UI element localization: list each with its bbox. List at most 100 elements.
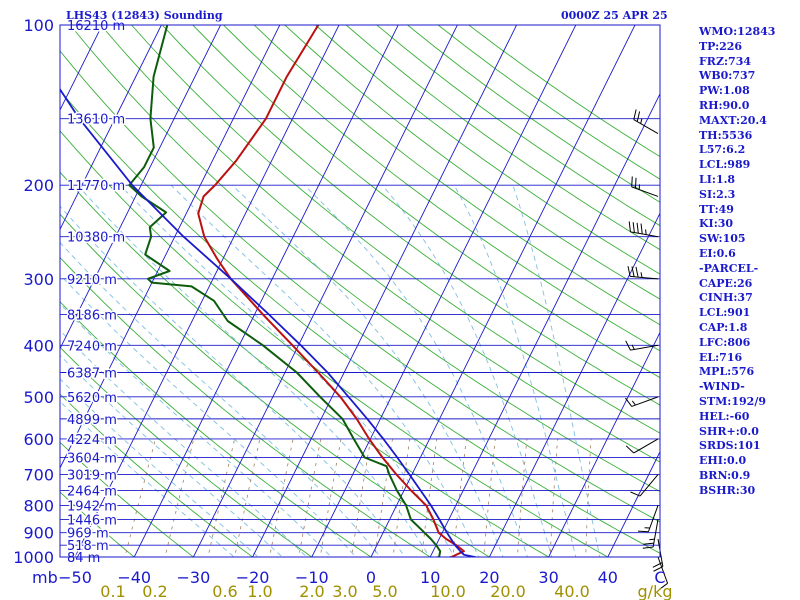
temperature-tick-label: −20 [236, 568, 270, 587]
station-title: LHS43 (12843) Sounding [66, 9, 223, 22]
dry-adiabat [345, 25, 660, 251]
barb-flag [632, 222, 635, 233]
mixing-ratio-line [392, 438, 411, 557]
dry-adiabat [161, 25, 660, 406]
barb-flag [642, 546, 654, 549]
mixing-ratio-label: 40.0 [554, 582, 590, 600]
moist-adiabat [60, 303, 332, 557]
index-item: L57:6.2 [699, 143, 746, 157]
dry-adiabat [253, 25, 660, 326]
mixing-ratio-line [207, 438, 235, 557]
isotherm [311, 25, 577, 557]
dry-adiabat [100, 25, 660, 463]
dry-adiabat [223, 25, 660, 352]
pressure-tick-label: 200 [23, 176, 54, 195]
wind-barb [637, 505, 659, 533]
index-item: LCL:901 [699, 306, 751, 320]
barb-staff [630, 275, 659, 280]
index-item: LI:1.8 [699, 172, 736, 186]
mixing-ratio-line [234, 438, 261, 557]
mixing-ratio-label: 3.0 [332, 582, 357, 600]
pressure-tick-label: 100 [23, 16, 54, 35]
sounding-time: 0000Z 25 APR 25 [561, 9, 668, 22]
isotherm [488, 212, 660, 557]
index-item: RH:90.0 [699, 98, 750, 112]
barb-half-flag [640, 272, 643, 278]
mixing-ratio-line [421, 438, 438, 557]
height-label: 969 m [67, 527, 109, 542]
barb-flag [628, 221, 631, 232]
index-item: SI:2.3 [699, 187, 736, 201]
mixing-ratio-line [483, 438, 496, 557]
profile-lines [60, 25, 480, 557]
wind-barb [625, 396, 659, 407]
temperature-tick-label: 10 [420, 568, 440, 587]
index-item: EHI:0.0 [699, 454, 747, 468]
wind-barb [627, 266, 659, 280]
temperature-line [197, 25, 465, 557]
height-label: 9210 m [67, 273, 117, 288]
mixing-ratio-line [585, 438, 592, 557]
wind-barb [625, 340, 659, 351]
moist-adiabat [231, 184, 504, 557]
index-item: TP:226 [699, 39, 743, 53]
pressure-tick-label: 500 [23, 388, 54, 407]
pressure-tick-label: 400 [23, 336, 54, 355]
pressure-tick-label: 800 [23, 496, 54, 515]
index-item: PW:1.08 [699, 84, 750, 98]
height-label: 7240 m [67, 339, 117, 354]
pressure-tick-label: 1000 [13, 548, 54, 567]
index-item: TH:5536 [699, 128, 753, 142]
index-item: TT:49 [699, 202, 734, 216]
barb-staff [633, 438, 659, 454]
mixing-ratio-line [298, 438, 322, 557]
height-label: 13610 m [67, 113, 125, 128]
pressure-tick-label: 700 [23, 466, 54, 485]
temperature-tick-label: 0 [366, 568, 376, 587]
barb-flag [636, 222, 639, 234]
barb-flag [631, 176, 633, 187]
height-label: 518 m [67, 539, 109, 554]
temperature-tick-label: 40 [598, 568, 618, 587]
mixing-ratio-label: 20.0 [490, 582, 526, 600]
dry-adiabat [60, 491, 135, 557]
index-item: CINH:37 [699, 291, 753, 305]
isotherm [60, 25, 281, 469]
isotherm [74, 25, 340, 557]
moist-adiabat [512, 184, 601, 557]
barb-flag [625, 445, 635, 454]
x-unit-label: C [654, 568, 665, 587]
barb-flag [630, 491, 641, 497]
wind-barb [631, 176, 659, 197]
mixing-ratio-label: 2.0 [299, 582, 324, 600]
index-item: MAXT:20.4 [699, 113, 767, 127]
moist-adiabat [170, 184, 480, 557]
mixing-ratio-label: 0.2 [142, 582, 167, 600]
mixing-ratio-line [516, 438, 528, 557]
height-label: 4899 m [67, 413, 117, 428]
barb-flag [643, 542, 654, 545]
index-item: LCL:989 [699, 158, 751, 172]
dry-adiabat [192, 25, 660, 379]
isotherm [192, 25, 458, 557]
wind-barb [657, 556, 669, 590]
barb-flag [636, 111, 641, 122]
barb-flag [633, 109, 637, 120]
isotherm [607, 450, 660, 557]
moist-adiabat [60, 354, 283, 557]
index-item: BSHR:30 [699, 483, 756, 497]
plot-frame [59, 24, 661, 558]
barb-flag [635, 266, 639, 278]
temperature-tick-label: −40 [117, 568, 151, 587]
height-label: 11770 m [67, 179, 125, 194]
mixing-ratio-line [269, 438, 294, 557]
dry-adiabat [60, 441, 195, 557]
barb-staff [633, 119, 659, 135]
barb-staff [639, 474, 659, 497]
mixing-ratio-label: 1.0 [247, 582, 272, 600]
mixing-ratio-label: 5.0 [372, 582, 397, 600]
barb-flag [631, 266, 635, 277]
moist-adiabat [60, 273, 357, 557]
height-label: 8186 m [67, 308, 117, 323]
pressure-tick-label: 600 [23, 430, 54, 449]
